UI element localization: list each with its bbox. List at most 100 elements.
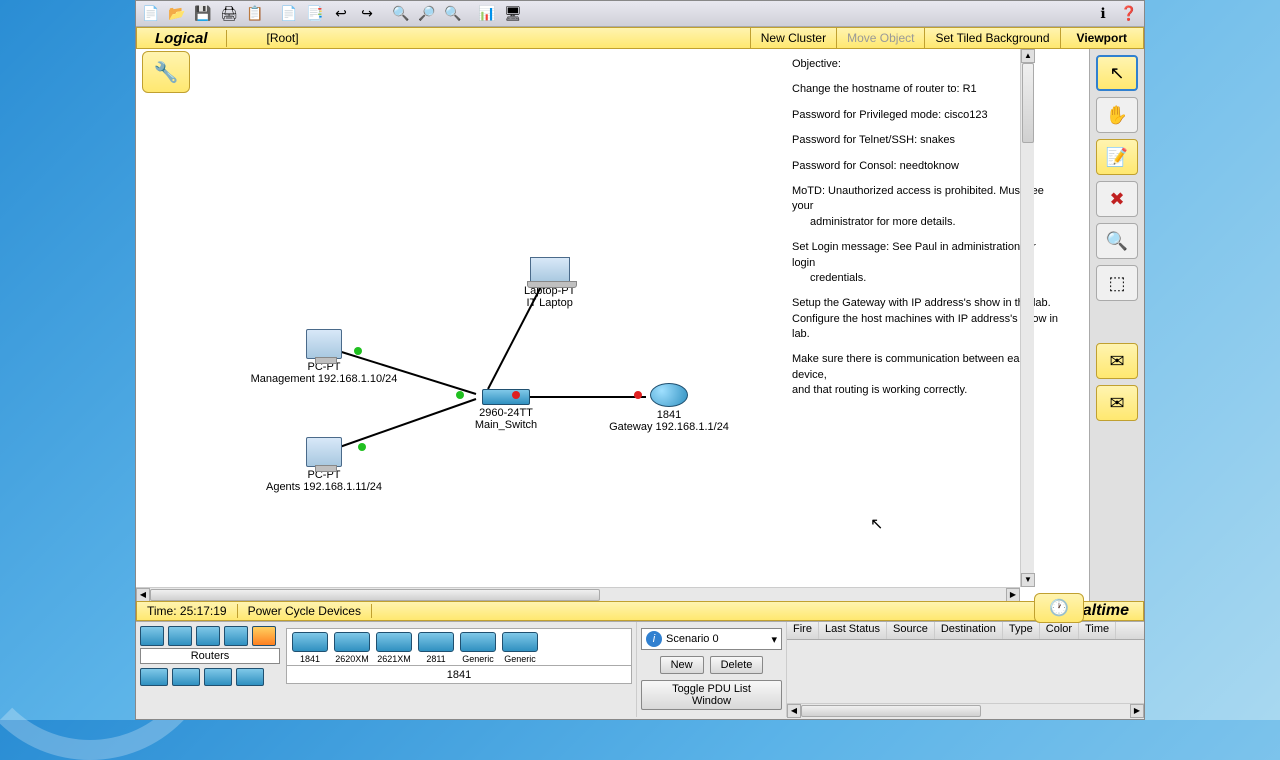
device-laptop[interactable]: Laptop-PT IT Laptop xyxy=(524,257,575,309)
viewport-button[interactable]: Viewport xyxy=(1060,28,1143,48)
breadcrumb-root[interactable]: [Root] xyxy=(227,31,339,45)
router-model-icon xyxy=(292,632,328,652)
canvas-horizontal-scrollbar[interactable]: ◀ ▶ xyxy=(136,587,1020,601)
zoom-in-icon[interactable]: 🔍 xyxy=(388,3,414,25)
workspace: 🔧 Laptop-PT IT Laptop xyxy=(136,49,1144,601)
category-routers-icon[interactable] xyxy=(140,626,164,646)
inspect-tool-icon[interactable]: 🔍 xyxy=(1096,223,1138,259)
scroll-thumb[interactable] xyxy=(1022,63,1034,143)
category-label: Routers xyxy=(140,648,280,664)
link-status-icon xyxy=(358,443,366,451)
move-object-button: Move Object xyxy=(836,28,924,48)
topology-canvas[interactable]: 🔧 Laptop-PT IT Laptop xyxy=(136,49,1089,601)
redo-icon[interactable]: ↪ xyxy=(354,3,380,25)
new-file-icon[interactable]: 📄 xyxy=(138,3,164,25)
scroll-right-icon[interactable]: ▶ xyxy=(1006,588,1020,601)
scroll-right-icon[interactable]: ▶ xyxy=(1130,704,1144,718)
category-wireless-icon[interactable] xyxy=(224,626,248,646)
move-layout-icon[interactable]: ✋ xyxy=(1096,97,1138,133)
paste-icon[interactable]: 📑 xyxy=(302,3,328,25)
switch-icon xyxy=(482,389,530,405)
activity-wizard-icon[interactable]: 📋 xyxy=(242,3,268,25)
scroll-down-icon[interactable]: ▼ xyxy=(1021,573,1035,587)
save-file-icon[interactable]: 💾 xyxy=(190,3,216,25)
router-model-icon xyxy=(460,632,496,652)
device-type: 2960-24TT xyxy=(456,407,556,419)
zoom-reset-icon[interactable]: 🔎 xyxy=(414,3,440,25)
col-source[interactable]: Source xyxy=(887,622,935,639)
router-model-icon xyxy=(418,632,454,652)
scroll-thumb[interactable] xyxy=(801,705,981,717)
device-label: Gateway 192.168.1.1/24 xyxy=(604,421,734,433)
sim-time: Time: 25:17:19 xyxy=(137,604,238,618)
scenario-select[interactable]: i Scenario 0 ▾ xyxy=(641,628,782,650)
device-switch[interactable]: 2960-24TT Main_Switch xyxy=(456,385,556,431)
pc-icon xyxy=(306,329,342,359)
copy-icon[interactable]: 📄 xyxy=(276,3,302,25)
model-2811[interactable]: 2811 xyxy=(416,632,456,664)
info-icon[interactable]: ℹ xyxy=(1090,3,1116,25)
toggle-pdu-list-button[interactable]: Toggle PDU List Window xyxy=(641,680,782,710)
logical-tab[interactable]: Logical xyxy=(137,30,227,47)
pdu-horizontal-scrollbar[interactable]: ◀ ▶ xyxy=(787,703,1144,717)
pdu-table-header: Fire Last Status Source Destination Type… xyxy=(787,622,1144,640)
scroll-up-icon[interactable]: ▲ xyxy=(1021,49,1035,63)
model-1841[interactable]: 1841 xyxy=(290,632,330,664)
device-label: IT Laptop xyxy=(524,297,575,309)
scroll-left-icon[interactable]: ◀ xyxy=(787,704,801,718)
scenario-delete-button[interactable]: Delete xyxy=(710,656,764,674)
custom-devices-icon[interactable]: 🖥 xyxy=(500,3,526,25)
palette-icon[interactable]: 📊 xyxy=(474,3,500,25)
category-switches-icon[interactable] xyxy=(168,626,192,646)
link-status-icon xyxy=(354,347,362,355)
set-tiled-bg-button[interactable]: Set Tiled Background xyxy=(924,28,1059,48)
subcategory-icon[interactable] xyxy=(236,668,264,686)
power-cycle-button[interactable]: Power Cycle Devices xyxy=(238,604,372,618)
subcategory-icon[interactable] xyxy=(204,668,232,686)
device-label: Main_Switch xyxy=(456,419,556,431)
col-last-status[interactable]: Last Status xyxy=(819,622,887,639)
help-icon[interactable]: ❓ xyxy=(1116,3,1142,25)
chevron-down-icon[interactable]: ▾ xyxy=(771,633,777,646)
col-destination[interactable]: Destination xyxy=(935,622,1003,639)
device-router[interactable]: 1841 Gateway 192.168.1.1/24 xyxy=(604,383,734,433)
device-pc-management[interactable]: PC-PT Management 192.168.1.10/24 xyxy=(244,329,404,385)
open-file-icon[interactable]: 📂 xyxy=(164,3,190,25)
col-fire[interactable]: Fire xyxy=(787,622,819,639)
new-cluster-button[interactable]: New Cluster xyxy=(750,28,836,48)
packet-tracer-window: 📄 📂 💾 🖨 📋 📄 📑 ↩ ↪ 🔍 🔎 🔍 📊 🖥 ℹ ❓ Logical … xyxy=(135,0,1145,720)
canvas-vertical-scrollbar[interactable]: ▲ ▼ xyxy=(1020,49,1034,587)
resize-shape-icon[interactable]: ⬚ xyxy=(1096,265,1138,301)
status-bar: Time: 25:17:19 Power Cycle Devices Realt… xyxy=(136,601,1144,621)
device-pc-agents[interactable]: PC-PT Agents 192.168.1.11/24 xyxy=(254,437,394,493)
subcategory-icon[interactable] xyxy=(140,668,168,686)
model-generic[interactable]: Generic xyxy=(458,632,498,664)
zoom-out-icon[interactable]: 🔍 xyxy=(440,3,466,25)
model-2620xm[interactable]: 2620XM xyxy=(332,632,372,664)
undo-icon[interactable]: ↩ xyxy=(328,3,354,25)
category-connections-icon[interactable] xyxy=(252,626,276,646)
scroll-thumb[interactable] xyxy=(150,589,600,601)
bottom-panel: Routers 1841 2620XM 2621XM 2811 Gener xyxy=(136,621,1144,717)
main-toolbar: 📄 📂 💾 🖨 📋 📄 📑 ↩ ↪ 🔍 🔎 🔍 📊 🖥 ℹ ❓ xyxy=(136,1,1144,27)
col-type[interactable]: Type xyxy=(1003,622,1040,639)
scenario-info-icon[interactable]: i xyxy=(646,631,662,647)
scenario-new-button[interactable]: New xyxy=(660,656,704,674)
logical-nav-bar: Logical [Root] New Cluster Move Object S… xyxy=(136,27,1144,49)
realtime-mode-chip[interactable]: 🕐 xyxy=(1034,593,1084,623)
delete-tool-icon[interactable]: ✖ xyxy=(1096,181,1138,217)
place-note-icon[interactable]: 📝 xyxy=(1096,139,1138,175)
model-2621xm[interactable]: 2621XM xyxy=(374,632,414,664)
laptop-icon xyxy=(530,257,570,283)
print-icon[interactable]: 🖨 xyxy=(216,3,242,25)
subcategory-icon[interactable] xyxy=(172,668,200,686)
model-generic[interactable]: Generic xyxy=(500,632,540,664)
col-color[interactable]: Color xyxy=(1040,622,1079,639)
category-hubs-icon[interactable] xyxy=(196,626,220,646)
scroll-left-icon[interactable]: ◀ xyxy=(136,588,150,601)
select-tool-icon[interactable]: ↖ xyxy=(1096,55,1138,91)
add-simple-pdu-icon[interactable]: ✉ xyxy=(1096,343,1138,379)
add-complex-pdu-icon[interactable]: ✉ xyxy=(1096,385,1138,421)
col-time[interactable]: Time xyxy=(1079,622,1116,639)
pdu-list-table: Fire Last Status Source Destination Type… xyxy=(786,622,1144,717)
